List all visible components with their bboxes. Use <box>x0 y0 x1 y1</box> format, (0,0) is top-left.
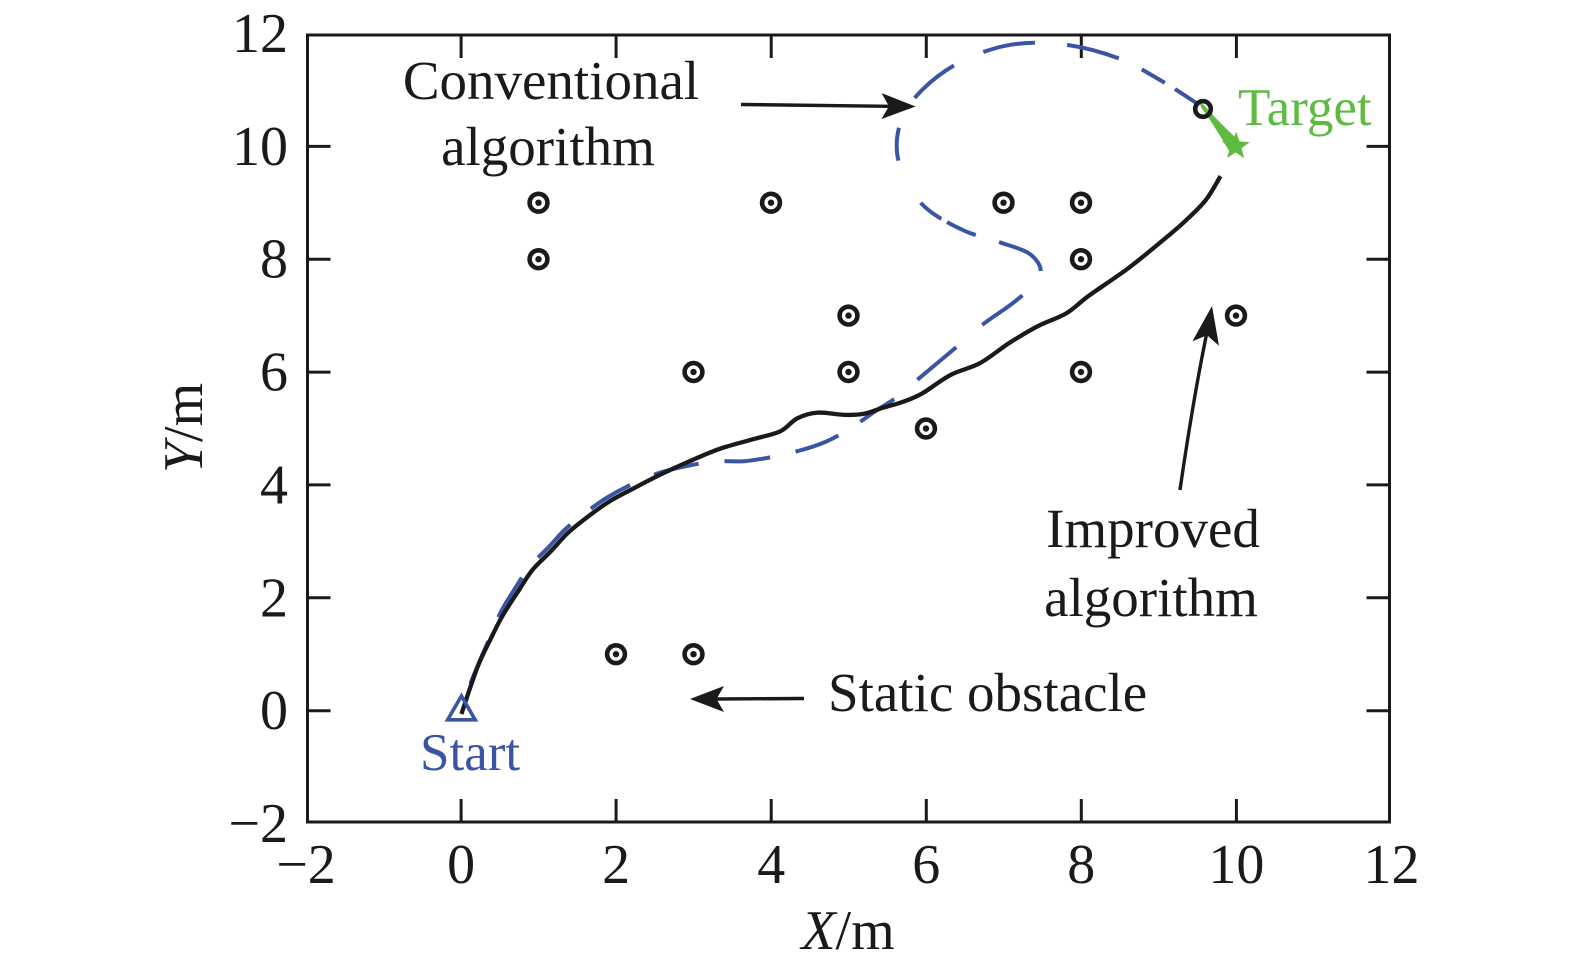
svg-text:Target: Target <box>1238 79 1372 137</box>
svg-text:Y/m: Y/m <box>153 383 215 473</box>
svg-text:Conventional: Conventional <box>403 50 699 111</box>
svg-text:12: 12 <box>232 3 288 65</box>
svg-text:10: 10 <box>232 116 288 178</box>
svg-text:Start: Start <box>420 724 520 782</box>
svg-text:10: 10 <box>1208 834 1264 896</box>
svg-text:8: 8 <box>260 229 288 291</box>
svg-text:4: 4 <box>757 834 785 896</box>
svg-text:8: 8 <box>1067 834 1095 896</box>
svg-text:algorithm: algorithm <box>1044 567 1258 628</box>
svg-text:algorithm: algorithm <box>441 116 655 177</box>
svg-text:Static obstacle: Static obstacle <box>828 662 1147 723</box>
svg-text:6: 6 <box>912 834 940 896</box>
svg-text:−2: −2 <box>276 834 336 896</box>
svg-text:X/m: X/m <box>799 900 894 962</box>
svg-text:2: 2 <box>602 834 630 896</box>
svg-text:4: 4 <box>260 454 288 516</box>
svg-text:12: 12 <box>1364 834 1420 896</box>
svg-text:2: 2 <box>260 567 288 629</box>
svg-text:0: 0 <box>447 834 475 896</box>
svg-text:−2: −2 <box>228 793 288 855</box>
svg-text:6: 6 <box>260 342 288 404</box>
svg-text:0: 0 <box>260 680 288 742</box>
svg-text:Improved: Improved <box>1046 498 1260 559</box>
